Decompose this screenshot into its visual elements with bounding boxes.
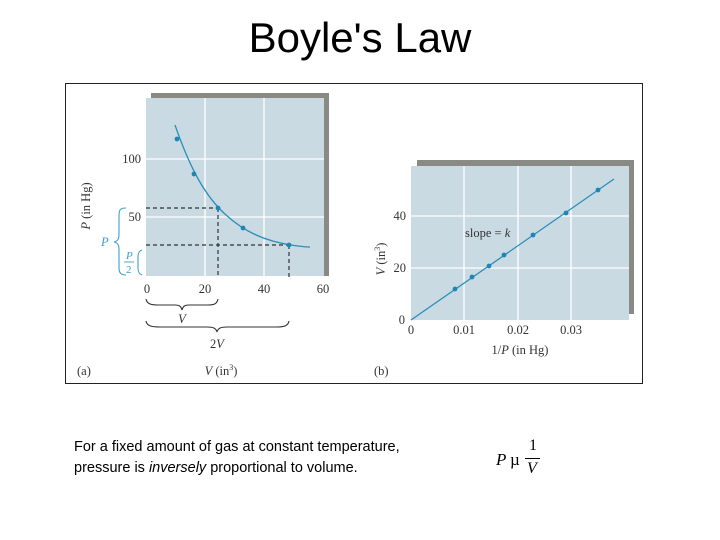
pressure-braces xyxy=(113,207,143,276)
chart-b-xticks: 0 0.01 0.02 0.03 xyxy=(408,323,582,337)
svg-text:0.03: 0.03 xyxy=(560,323,582,337)
pressure-brace-p-label: P xyxy=(100,235,109,249)
chart-a-points xyxy=(174,136,292,248)
formula-relation: µ xyxy=(510,450,520,469)
data-point xyxy=(563,210,569,216)
panel-a-label: (a) xyxy=(77,364,91,378)
data-point xyxy=(595,187,601,193)
formula-numerator: 1 xyxy=(529,437,537,454)
data-point xyxy=(501,252,507,258)
svg-text:40: 40 xyxy=(258,282,271,296)
proportionality-formula: P µ 1 V xyxy=(496,437,556,482)
chart-b-points xyxy=(452,187,601,292)
caption-line-2-post: proportional to volume. xyxy=(206,460,358,476)
chart-a-plot-area xyxy=(146,98,324,276)
chart-b-xlabel: 1/P (in Hg) xyxy=(492,343,549,357)
data-point xyxy=(530,232,536,238)
caption-emphasis: inversely xyxy=(148,460,207,476)
svg-text:0.01: 0.01 xyxy=(453,323,475,337)
svg-text:20: 20 xyxy=(199,282,212,296)
chart-a-guides xyxy=(146,207,290,280)
panel-b-label: (b) xyxy=(374,364,389,378)
svg-text:100: 100 xyxy=(122,152,141,166)
formula-lhs: P xyxy=(496,450,507,469)
data-point xyxy=(452,286,458,292)
volume-brace-v-label: V xyxy=(178,312,187,326)
fraction-bar xyxy=(525,458,540,459)
chart-a: 100 50 0 20 40 60 P (in Hg) P P 2 xyxy=(77,93,329,378)
data-point xyxy=(240,225,246,231)
chart-b: slope = k 0 20 40 0 0.01 0.02 0.03 V (in… xyxy=(373,160,634,378)
chart-b-ylabel: V (in3) xyxy=(373,243,388,276)
svg-text:50: 50 xyxy=(129,210,142,224)
data-point xyxy=(469,274,475,280)
data-point xyxy=(191,171,197,177)
caption-line-2: pressure is inversely proportional to vo… xyxy=(74,458,400,479)
figure-frame: 100 50 0 20 40 60 P (in Hg) P P 2 xyxy=(65,83,643,384)
caption-line-2-pre: pressure is xyxy=(74,460,149,476)
svg-text:0: 0 xyxy=(408,323,414,337)
volume-brace-2v-label: 2V xyxy=(210,337,225,351)
svg-text:0: 0 xyxy=(144,282,150,296)
chart-b-yticks: 0 20 40 xyxy=(394,209,407,327)
chart-a-xlabel: V (in3) xyxy=(205,363,238,378)
svg-text:0.02: 0.02 xyxy=(507,323,529,337)
pressure-brace-p2-den: 2 xyxy=(126,264,132,276)
pressure-brace-p2-num: P xyxy=(125,250,133,262)
svg-text:0: 0 xyxy=(399,313,405,327)
chart-b-fit-line xyxy=(410,178,615,321)
data-point xyxy=(215,205,221,211)
chart-a-yticks: 100 50 xyxy=(122,152,141,224)
data-point xyxy=(174,136,180,142)
svg-text:20: 20 xyxy=(394,261,407,275)
data-point xyxy=(286,242,292,248)
formula-denominator: V xyxy=(527,460,537,477)
slope-label: slope = k xyxy=(465,226,511,240)
slide-title: Boyle's Law xyxy=(248,14,472,61)
chart-a-grid xyxy=(146,98,324,276)
svg-text:60: 60 xyxy=(317,282,330,296)
caption-line-1: For a fixed amount of gas at constant te… xyxy=(74,439,400,455)
chart-b-grid xyxy=(411,166,629,320)
data-point xyxy=(486,263,492,269)
chart-a-xticks: 0 20 40 60 xyxy=(144,282,329,296)
caption-text: For a fixed amount of gas at constant te… xyxy=(74,437,400,479)
volume-braces xyxy=(145,298,290,333)
chart-a-ylabel: P (in Hg) xyxy=(79,182,93,230)
svg-text:40: 40 xyxy=(394,209,407,223)
